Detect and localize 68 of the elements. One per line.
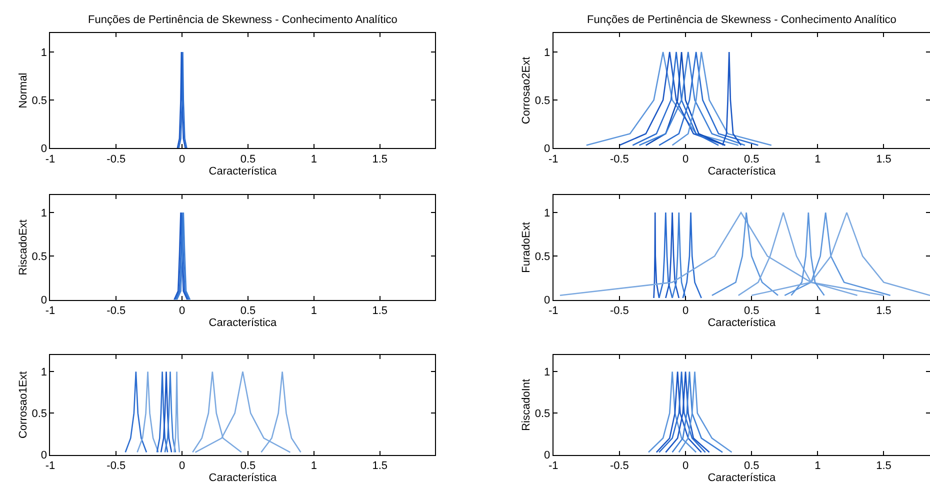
y-tick-label: 0	[40, 143, 48, 156]
y-tick-label: 1	[40, 46, 48, 59]
x-tick-label: -1	[548, 153, 558, 166]
x-tick-label: 0.5	[744, 304, 760, 317]
y-tick-label: 0.5	[32, 251, 48, 263]
x-tick-label: -0.5	[106, 153, 126, 166]
x-tick-label: -1	[45, 153, 56, 166]
x-tick-label: 0.5	[744, 460, 760, 472]
y-tick-label: 0	[40, 450, 48, 462]
x-tick-label: 1	[310, 304, 317, 317]
x-tick-label: 1	[814, 304, 821, 317]
x-tick-label: 0.5	[744, 153, 760, 166]
y-axis-title: Normal	[17, 72, 30, 108]
x-axis-title: Característica	[208, 472, 278, 484]
x-tick-label: -0.5	[610, 304, 629, 317]
y-tick-label: 0	[40, 294, 48, 307]
y-tick-label: 0.5	[32, 408, 48, 420]
x-tick-label: -1	[548, 304, 558, 317]
x-tick-label: 0.5	[240, 460, 256, 472]
x-axis-title: Característica	[208, 317, 278, 330]
y-tick-label: 0	[544, 450, 550, 462]
x-tick-label: 1.5	[876, 304, 892, 317]
x-tick-label: 0	[682, 304, 689, 317]
y-axis-title: FuradoExt	[520, 222, 533, 273]
y-tick-label: 0.5	[32, 94, 48, 107]
x-tick-label: 0.5	[240, 304, 256, 317]
x-tick-label: -0.5	[610, 460, 629, 472]
x-tick-label: 1	[814, 153, 821, 166]
x-tick-label: 0.5	[240, 153, 256, 166]
x-tick-label: -1	[45, 460, 56, 472]
y-axis-title: RiscadoInt	[520, 378, 533, 431]
y-tick-label: 0	[544, 294, 550, 307]
x-tick-label: -1	[548, 460, 558, 472]
y-axis-title: Corrosao2Ext	[520, 56, 533, 124]
y-tick-label: 1	[544, 366, 550, 378]
x-tick-label: -1	[45, 304, 56, 317]
x-tick-label: -0.5	[106, 460, 126, 472]
y-tick-label: 1	[544, 46, 550, 59]
x-tick-label: 1	[310, 153, 317, 166]
x-tick-label: 0	[179, 153, 186, 166]
x-tick-label: 0	[682, 153, 689, 166]
x-tick-label: 1.5	[372, 153, 388, 166]
chart-title: Funções de Pertinência de Skewness - Conhecimento Analítico	[587, 14, 896, 26]
x-tick-label: 0	[179, 460, 186, 472]
x-tick-label: -0.5	[610, 153, 629, 166]
x-tick-label: 0	[179, 304, 186, 317]
x-axis-title: Característica	[708, 166, 776, 178]
y-tick-label: 1	[40, 207, 48, 220]
chart-title: Funções de Pertinência de Skewness - Conhecimento Analítico	[88, 14, 398, 26]
x-axis-title: Característica	[708, 472, 776, 484]
y-tick-label: 1	[544, 207, 550, 220]
y-tick-label: 0.5	[534, 251, 550, 263]
x-tick-label: 1.5	[876, 153, 892, 166]
x-tick-label: 1	[310, 460, 317, 472]
x-tick-label: 1.5	[876, 460, 892, 472]
x-tick-label: 1	[814, 460, 821, 472]
y-tick-label: 0	[544, 143, 550, 156]
y-tick-label: 1	[40, 366, 48, 378]
x-tick-label: 0	[682, 460, 689, 472]
y-axis-title: Corrosao1Ext	[17, 371, 30, 439]
y-axis-title: RiscadoExt	[17, 220, 30, 276]
x-tick-label: -0.5	[106, 304, 126, 317]
y-tick-label: 0.5	[534, 408, 550, 420]
x-tick-label: 1.5	[372, 460, 388, 472]
x-tick-label: 1.5	[372, 304, 388, 317]
x-axis-title: Característica	[708, 317, 776, 330]
x-axis-title: Característica	[208, 166, 278, 178]
y-tick-label: 0.5	[534, 94, 550, 107]
